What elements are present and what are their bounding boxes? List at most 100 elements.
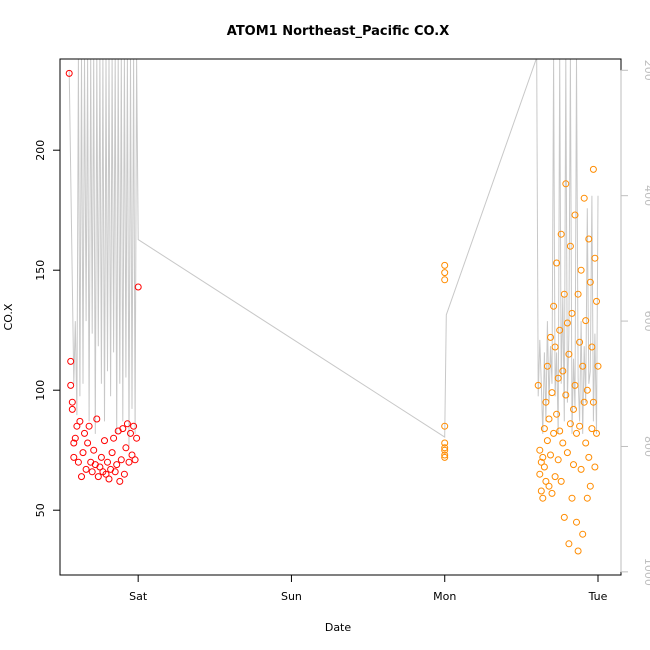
- data-point: [570, 461, 577, 469]
- data-point: [574, 547, 582, 555]
- data-point: [571, 381, 579, 389]
- data-point: [71, 434, 79, 442]
- data-point: [543, 362, 551, 370]
- data-point: [565, 540, 573, 548]
- data-point: [131, 456, 139, 464]
- chart-title: ATOM1 Northeast_Pacific CO.X: [227, 24, 449, 39]
- data-point: [573, 429, 580, 437]
- data-point: [579, 362, 587, 370]
- data-point: [562, 180, 570, 188]
- data-point: [577, 266, 585, 274]
- data-point: [551, 343, 559, 351]
- data-point: [542, 398, 550, 406]
- data-point: [554, 456, 562, 464]
- y-tick-label: 100: [34, 380, 47, 401]
- data-point: [559, 439, 567, 447]
- data-point: [582, 317, 590, 325]
- data-point: [88, 468, 96, 476]
- data-point: [593, 429, 600, 437]
- data-point: [594, 362, 602, 370]
- data-point: [70, 439, 78, 447]
- data-point: [550, 429, 558, 437]
- plot-layer: [65, 59, 602, 555]
- data-point: [542, 477, 550, 485]
- data-point: [93, 415, 101, 423]
- data-point: [562, 391, 570, 399]
- data-point: [133, 434, 141, 442]
- data-point: [79, 449, 87, 457]
- data-point: [130, 422, 138, 430]
- data-point: [547, 451, 554, 459]
- data-point: [84, 439, 92, 447]
- data-point: [553, 410, 561, 418]
- data-point: [128, 451, 136, 459]
- data-point: [125, 458, 133, 466]
- data-point: [565, 350, 573, 358]
- data-point: [543, 437, 551, 445]
- data-point: [556, 427, 564, 435]
- data-point: [563, 319, 571, 327]
- data-point: [539, 453, 547, 461]
- data-point: [583, 386, 591, 394]
- data-point: [123, 420, 131, 428]
- data-point: [70, 453, 78, 461]
- data-point: [545, 415, 553, 423]
- data-point: [583, 494, 591, 502]
- data-point: [82, 465, 90, 473]
- data-point: [74, 458, 82, 466]
- data-point: [441, 444, 449, 452]
- y2-tick-label: 1000: [642, 558, 650, 586]
- data-point: [582, 439, 590, 447]
- data-point: [111, 468, 119, 476]
- y2-tick-label: 800: [642, 436, 650, 457]
- data-point: [589, 165, 597, 173]
- data-point: [571, 211, 579, 219]
- x-tick-label: Tue: [588, 590, 608, 603]
- x-axis-label: Date: [325, 621, 352, 634]
- data-point: [534, 381, 542, 389]
- data-point: [586, 482, 594, 490]
- data-point: [104, 458, 111, 466]
- data-point: [441, 276, 449, 284]
- data-point: [119, 425, 127, 433]
- data-point: [97, 453, 105, 461]
- data-point: [94, 473, 102, 481]
- data-point: [65, 69, 73, 77]
- data-point: [116, 477, 124, 485]
- data-point: [570, 405, 577, 413]
- data-point: [557, 477, 565, 485]
- data-point: [108, 449, 116, 457]
- data-point: [580, 194, 588, 202]
- data-point: [441, 422, 449, 430]
- data-point: [127, 429, 134, 437]
- data-point: [105, 475, 113, 483]
- data-point: [588, 425, 596, 433]
- data-point: [579, 530, 587, 538]
- data-point: [68, 398, 76, 406]
- data-point: [441, 446, 449, 454]
- y-tick-label: 50: [34, 503, 47, 517]
- data-point: [537, 458, 545, 466]
- data-point: [539, 494, 547, 502]
- data-point: [540, 425, 548, 433]
- data-point: [441, 451, 449, 459]
- data-point: [68, 405, 76, 413]
- data-point: [585, 235, 593, 243]
- y2-tick-label: 400: [642, 185, 650, 206]
- data-point: [545, 482, 553, 490]
- y-axis-label: CO.X: [2, 303, 15, 330]
- data-point: [551, 473, 559, 481]
- data-point: [560, 290, 568, 298]
- data-point: [548, 389, 556, 397]
- data-point: [78, 473, 85, 481]
- data-point: [585, 453, 593, 461]
- data-point: [586, 278, 594, 286]
- data-point: [591, 254, 599, 262]
- data-point: [568, 494, 576, 502]
- data-point: [576, 338, 584, 346]
- y2-tick-label: 200: [642, 60, 650, 81]
- data-point: [563, 449, 571, 457]
- data-point: [81, 429, 88, 437]
- data-point: [134, 283, 142, 291]
